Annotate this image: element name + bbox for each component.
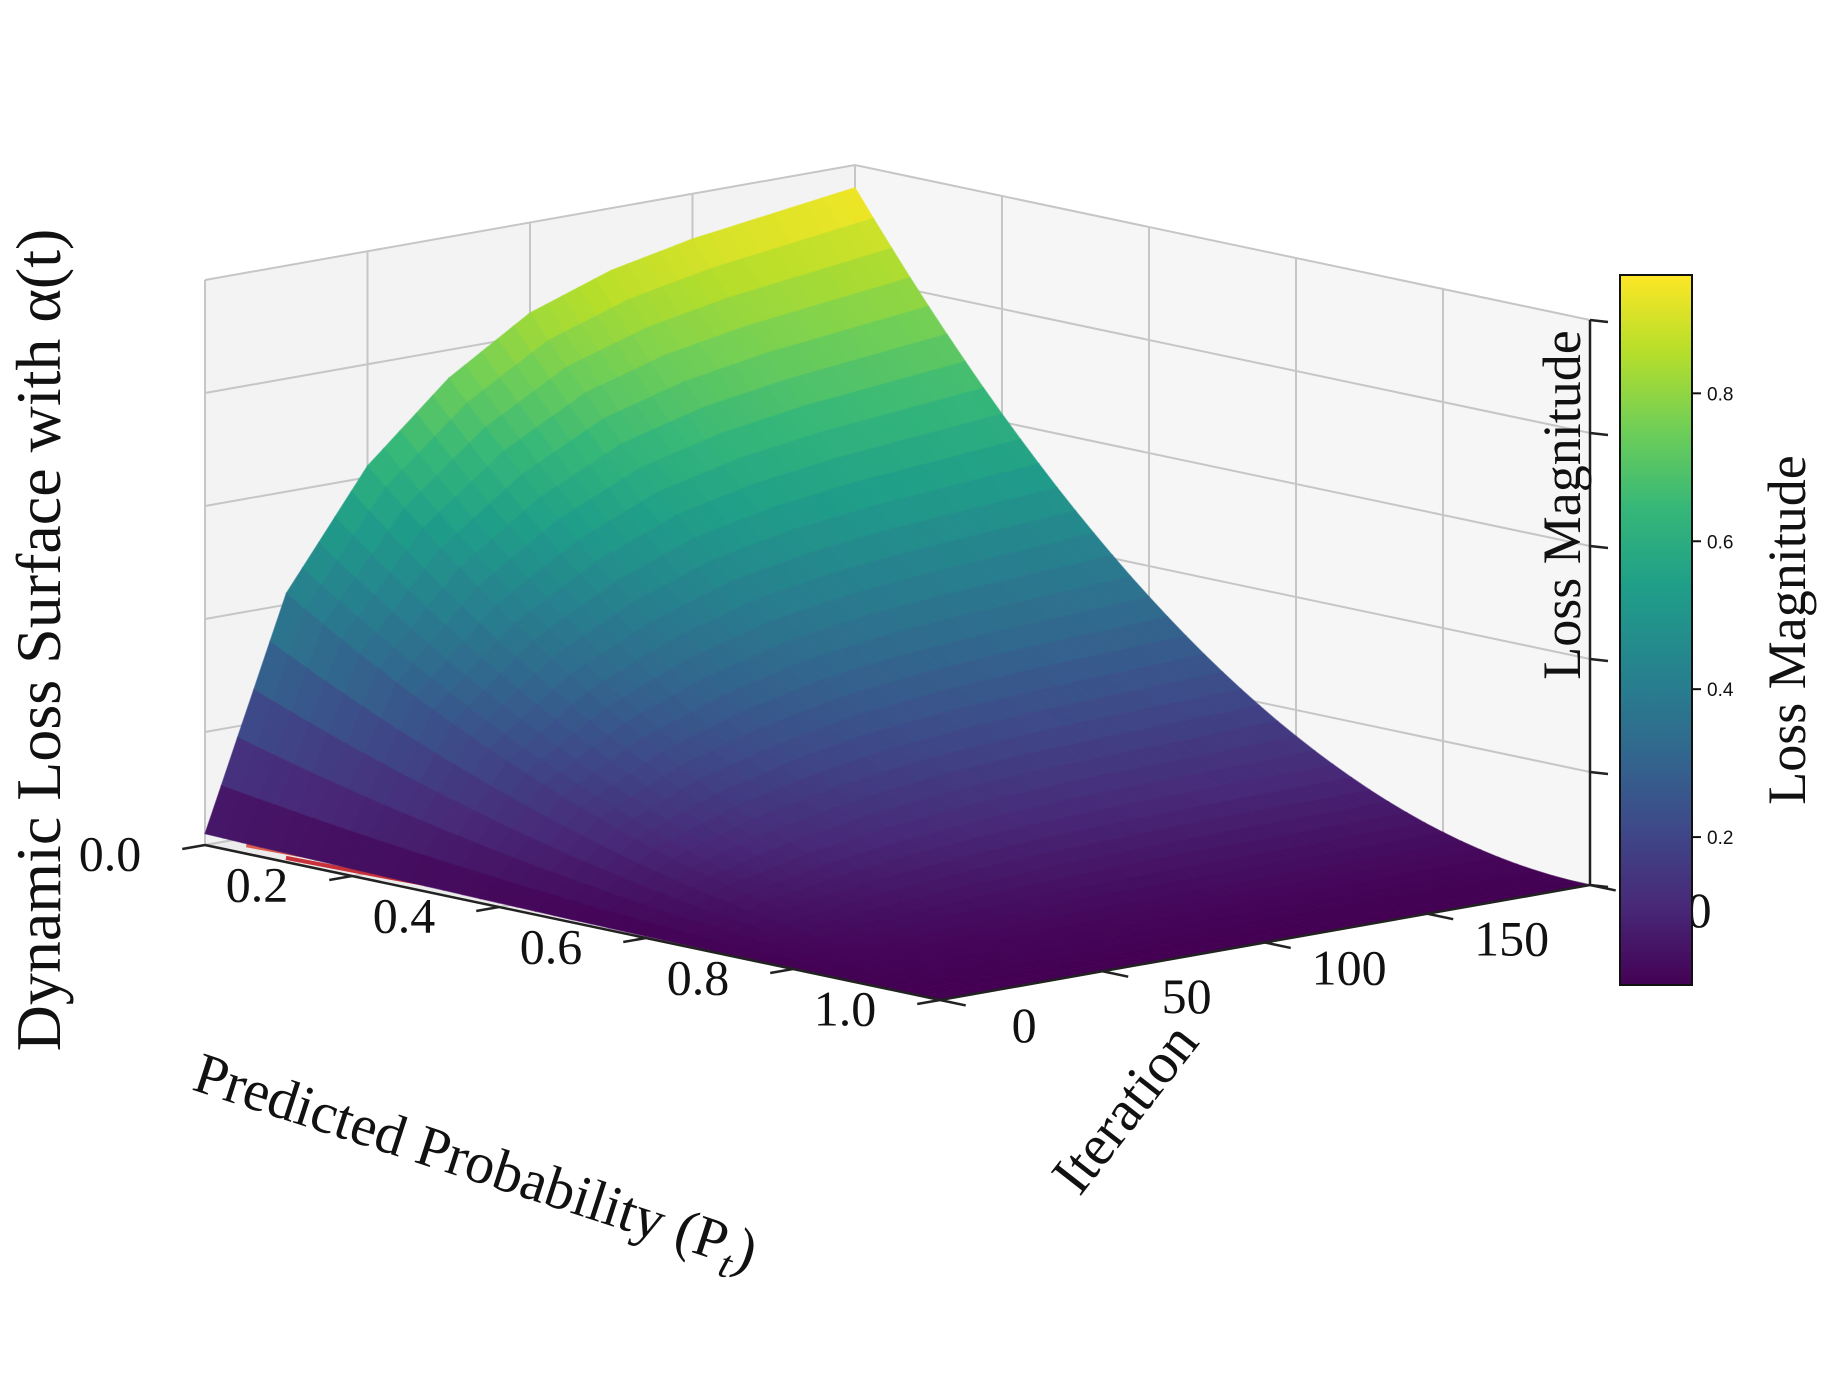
x-axis-line — [204, 843, 941, 1002]
z-tick-mark — [1589, 431, 1609, 437]
y-axis-label: Iteration — [1039, 1011, 1211, 1206]
y-tick-mark — [1427, 912, 1454, 921]
y-tick-mark — [1102, 970, 1129, 978]
y-tick-label: 100 — [1312, 939, 1387, 995]
x-tick-label: 0.4 — [373, 888, 436, 944]
y-tick-mark — [939, 998, 966, 1007]
z-axis-label: Loss Magnitude — [1532, 330, 1592, 679]
x-tick-mark — [917, 998, 941, 1006]
grid-line-z — [204, 163, 1591, 321]
x-tick-mark — [476, 905, 500, 913]
x-axis-label-text: Predicted Probability (P — [186, 1040, 736, 1274]
colorbar-ticks: 0.2 0.4 0.6 0.8 — [1692, 384, 1734, 849]
x-tick-label: 0.0 — [79, 826, 142, 882]
y-tick-mark — [1264, 941, 1291, 950]
colorbar-tick-label: 0.8 — [1707, 384, 1733, 405]
x-axis-label: Predicted Probability (Pt) — [183, 1040, 765, 1293]
y-tick-label: 150 — [1474, 911, 1549, 967]
y-tick-label: 0 — [1012, 997, 1037, 1053]
x-tick-label: 0.2 — [226, 857, 289, 913]
x-tick-mark — [623, 936, 647, 944]
chart-title: Dynamic Loss Surface with α(t) — [3, 229, 74, 1052]
y-tick-label: 50 — [1162, 968, 1212, 1024]
x-tick-mark — [182, 843, 206, 851]
colorbar-tick-label: 0.2 — [1707, 828, 1733, 849]
z-tick-mark — [1589, 318, 1609, 324]
colorbar-tick-label: 0.4 — [1707, 680, 1734, 701]
loss-surface — [204, 186, 1591, 1001]
colorbar-tick-label: 0.6 — [1707, 532, 1733, 553]
z-tick-mark — [1589, 544, 1609, 550]
x-tick-mark — [329, 874, 353, 882]
x-tick-label: 0.8 — [667, 950, 730, 1006]
z-tick-mark — [1589, 883, 1609, 889]
x-tick-label: 0.6 — [520, 919, 583, 975]
z-tick-mark — [1589, 657, 1609, 663]
z-tick-mark — [1589, 770, 1609, 776]
colorbar-label: Loss Magnitude — [1757, 455, 1817, 804]
x-tick-mark — [770, 967, 794, 975]
x-tick-label: 1.0 — [814, 981, 877, 1037]
colorbar — [1619, 274, 1693, 986]
